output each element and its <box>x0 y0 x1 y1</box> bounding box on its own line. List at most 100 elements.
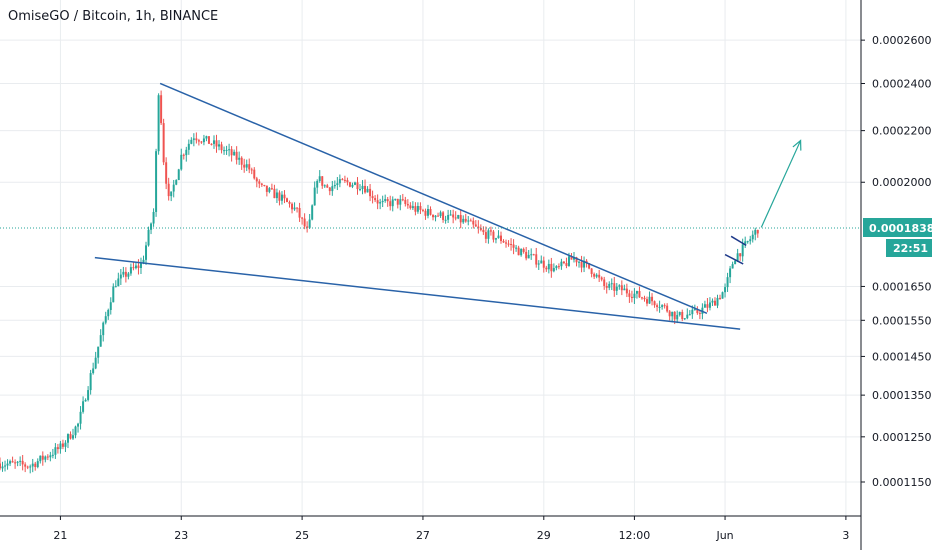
candle-body <box>89 373 92 391</box>
candle-body <box>507 243 510 245</box>
candle-body <box>291 203 294 210</box>
candle-body <box>668 311 671 317</box>
candle-body <box>192 138 195 140</box>
candle-body <box>210 143 213 145</box>
candle-body <box>648 296 651 304</box>
candle-body <box>376 200 379 204</box>
candle-body <box>610 283 613 285</box>
candle-body <box>391 199 394 207</box>
candle-body <box>656 305 659 308</box>
candle-body <box>64 442 67 447</box>
candle-body <box>640 297 643 299</box>
time-tick-label: 27 <box>416 529 430 542</box>
candle-body <box>419 206 422 210</box>
candle-body <box>34 463 37 468</box>
candle-body <box>180 154 183 170</box>
candle-body <box>442 212 445 220</box>
candle-body <box>729 268 732 278</box>
price-tick-label: 0.0001150 <box>872 476 932 489</box>
candle-body <box>708 302 711 308</box>
candle-body <box>749 239 752 242</box>
candle-body <box>134 265 137 269</box>
candle-body <box>386 199 389 202</box>
lower-trendline[interactable] <box>94 256 741 330</box>
candle-body <box>366 188 369 193</box>
candle-body <box>162 123 165 163</box>
candle-body <box>353 182 356 185</box>
candle-body <box>26 466 29 468</box>
candle-body <box>434 215 437 218</box>
candle-body <box>467 220 470 222</box>
candle-body <box>494 238 497 240</box>
candle-body <box>379 202 382 204</box>
projection-arrow[interactable] <box>760 140 802 228</box>
candle-body <box>477 226 480 229</box>
flag-upper[interactable] <box>730 235 747 247</box>
candle-body <box>268 188 271 192</box>
candle-body <box>437 215 440 217</box>
price-tick-label: 0.0002000 <box>872 176 932 189</box>
candle-body <box>706 304 709 308</box>
candle-body <box>409 205 412 209</box>
candle-body <box>250 169 253 171</box>
flag-lower[interactable] <box>724 253 744 265</box>
candle-body <box>240 157 243 165</box>
candle-body <box>653 301 656 306</box>
candle-body <box>69 434 72 439</box>
candle-body <box>215 140 218 147</box>
candle-body <box>44 456 47 460</box>
candle-body <box>663 305 666 307</box>
candle-body <box>46 456 49 458</box>
candle-body <box>396 198 399 205</box>
candle-body <box>316 180 319 188</box>
price-tick-label: 0.0001450 <box>872 350 932 363</box>
candle-body <box>605 285 608 288</box>
candle-body <box>696 309 699 314</box>
candle-body <box>1 466 4 469</box>
candle-body <box>21 460 24 465</box>
candle-body <box>24 464 27 467</box>
candle-body <box>129 267 132 274</box>
candle-body <box>79 411 82 424</box>
candle-body <box>235 151 238 160</box>
candle-body <box>527 254 530 259</box>
candle-body <box>265 185 268 192</box>
candle-body <box>693 309 696 311</box>
candle-body <box>666 305 669 312</box>
candle-body <box>6 463 9 466</box>
candle-body <box>474 224 477 227</box>
candle-body <box>671 311 674 317</box>
candle-body <box>520 248 523 256</box>
candle-body <box>273 188 276 199</box>
candle-body <box>741 244 744 257</box>
upper-trendline[interactable] <box>159 82 708 315</box>
candle-body <box>190 139 193 144</box>
candle-body <box>688 314 691 316</box>
candle-body <box>56 447 59 450</box>
candle-body <box>603 279 606 286</box>
candle-body <box>333 185 336 187</box>
candle-body <box>331 186 334 192</box>
candle-body <box>545 267 548 270</box>
candle-body <box>590 268 593 274</box>
candle-body <box>177 169 180 181</box>
candle-body <box>328 187 331 192</box>
candle-body <box>676 314 679 320</box>
candle-body <box>49 455 52 458</box>
candle-body <box>9 461 12 464</box>
candle-body <box>487 230 490 239</box>
candle-body <box>459 215 462 223</box>
candle-body <box>426 209 429 216</box>
candle-body <box>182 154 185 156</box>
symbol-title: OmiseGO / Bitcoin, 1h, BINANCE <box>8 9 219 24</box>
candle-body <box>593 273 596 277</box>
candle-body <box>731 264 734 269</box>
candle-body <box>147 229 150 246</box>
candle-body <box>646 299 649 304</box>
candle-body <box>416 206 419 212</box>
candle-body <box>112 286 115 303</box>
candle-body <box>270 188 273 190</box>
time-tick-label: Jun <box>715 529 733 542</box>
